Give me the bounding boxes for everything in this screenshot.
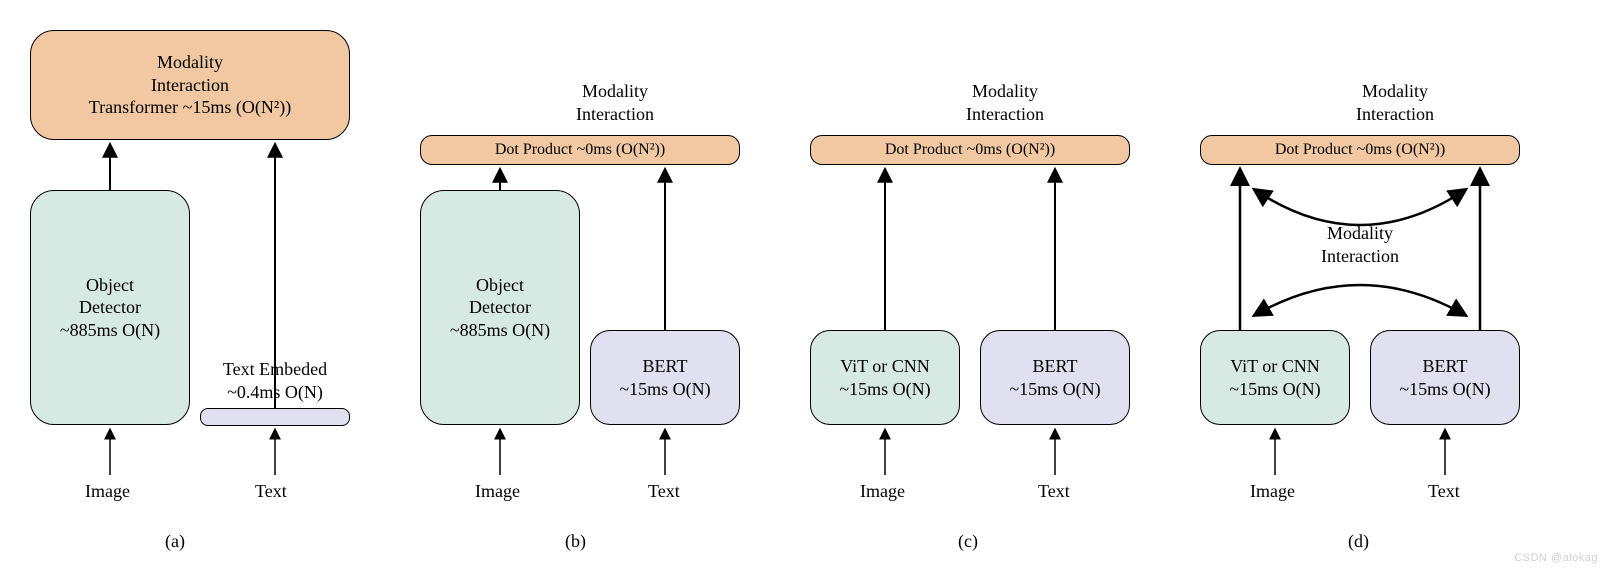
panel-c-bar-label: Dot Product ~0ms (O(N²)): [885, 140, 1055, 160]
panel-b-caption: (b): [565, 530, 586, 553]
panel-a-text-encoder-pill: [200, 408, 350, 426]
panel-a-caption: (a): [165, 530, 185, 553]
panel-c-header-label: Modality Interaction: [905, 80, 1105, 125]
panel-a-text-encoder-label: Text Embeded ~0.4ms O(N): [200, 358, 350, 403]
panel-c-image-input-label: Image: [860, 480, 905, 503]
panel-d-caption: (d): [1348, 530, 1369, 553]
panel-d-image-encoder-label: ViT or CNN ~15ms O(N): [1229, 355, 1320, 400]
panel-c-interaction-bar: Dot Product ~0ms (O(N²)): [810, 135, 1130, 165]
panel-d-image-encoder-box: ViT or CNN ~15ms O(N): [1200, 330, 1350, 425]
panel-b-text-encoder-label: BERT ~15ms O(N): [619, 355, 710, 400]
panel-d-text-input-label: Text: [1428, 480, 1460, 503]
panel-b-image-encoder-label: Object Detector ~885ms O(N): [450, 274, 550, 342]
watermark: CSDN @alokag: [1514, 552, 1598, 564]
panel-b-text-encoder-box: BERT ~15ms O(N): [590, 330, 740, 425]
panel-c-text-encoder-box: BERT ~15ms O(N): [980, 330, 1130, 425]
diagram-page: Modality Interaction Transformer ~15ms (…: [0, 0, 1604, 568]
panel-a-image-encoder-label: Object Detector ~885ms O(N): [60, 274, 160, 342]
panel-d-interaction-bar: Dot Product ~0ms (O(N²)): [1200, 135, 1520, 165]
panel-b-header-label: Modality Interaction: [515, 80, 715, 125]
panel-c-image-encoder-box: ViT or CNN ~15ms O(N): [810, 330, 960, 425]
panel-a-image-input-label: Image: [85, 480, 130, 503]
panel-b-image-encoder-box: Object Detector ~885ms O(N): [420, 190, 580, 425]
panel-a-interaction-box: Modality Interaction Transformer ~15ms (…: [30, 30, 350, 140]
panel-d-text-encoder-box: BERT ~15ms O(N): [1370, 330, 1520, 425]
panel-a-image-encoder-box: Object Detector ~885ms O(N): [30, 190, 190, 425]
panel-a-interaction-label: Modality Interaction Transformer ~15ms (…: [89, 51, 291, 119]
panel-a-text-input-label: Text: [255, 480, 287, 503]
panel-c-text-encoder-label: BERT ~15ms O(N): [1009, 355, 1100, 400]
panel-c-text-input-label: Text: [1038, 480, 1070, 503]
panel-b-image-input-label: Image: [475, 480, 520, 503]
panel-d-mid-interaction-label: Modality Interaction: [1300, 222, 1420, 267]
panel-d-header-label: Modality Interaction: [1295, 80, 1495, 125]
panel-b-text-input-label: Text: [648, 480, 680, 503]
panel-d-bar-label: Dot Product ~0ms (O(N²)): [1275, 140, 1445, 160]
panel-b-interaction-bar: Dot Product ~0ms (O(N²)): [420, 135, 740, 165]
panel-c-caption: (c): [958, 530, 978, 553]
panel-d-text-encoder-label: BERT ~15ms O(N): [1399, 355, 1490, 400]
panel-d-image-input-label: Image: [1250, 480, 1295, 503]
panel-c-image-encoder-label: ViT or CNN ~15ms O(N): [839, 355, 930, 400]
panel-b-bar-label: Dot Product ~0ms (O(N²)): [495, 140, 665, 160]
